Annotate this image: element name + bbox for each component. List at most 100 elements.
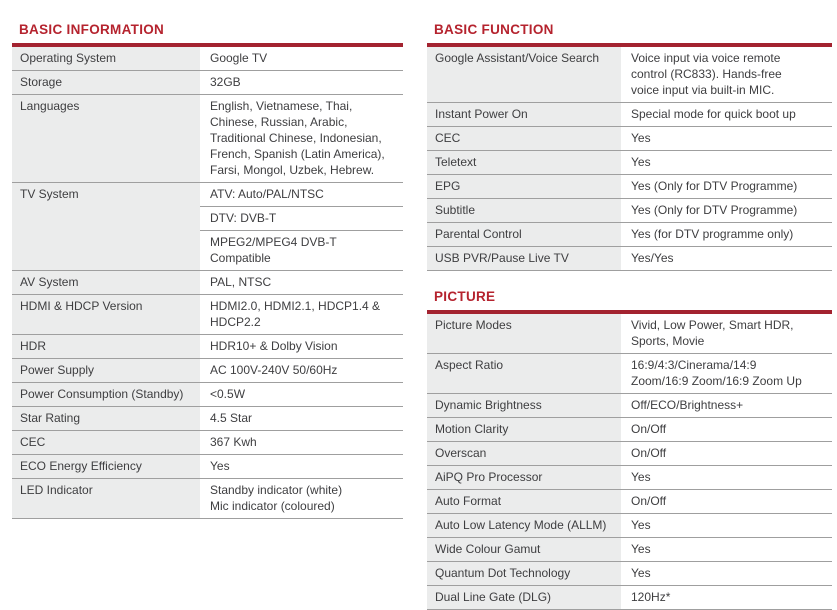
- spec-values: <0.5W: [200, 383, 403, 406]
- spec-label: Picture Modes: [427, 314, 621, 353]
- spec-value: Yes: [631, 131, 651, 145]
- spec-value: <0.5W: [210, 387, 246, 401]
- spec-label: Google Assistant/Voice Search: [427, 47, 621, 102]
- spec-row: Auto Format On/Off: [427, 490, 832, 514]
- spec-row: USB PVR/Pause Live TV Yes/Yes: [427, 247, 832, 271]
- spec-value: Yes/Yes: [631, 251, 674, 265]
- spec-values: Yes: [200, 455, 403, 478]
- spec-label: AiPQ Pro Processor: [427, 466, 621, 489]
- spec-values: Yes (for DTV programme only): [621, 223, 832, 246]
- spec-row: Star Rating 4.5 Star: [12, 407, 403, 431]
- spec-value: Google TV: [210, 51, 268, 65]
- spec-rows-basic-information: Operating System Google TV Storage 32GB Lang…: [12, 47, 403, 519]
- spec-label: Operating System: [12, 47, 200, 70]
- spec-values: 32GB: [200, 71, 403, 94]
- spec-values: ATV: Auto/PAL/NTSC DTV: DVB-T MPEG2/MPEG4 …: [200, 183, 403, 270]
- spec-values: Yes: [621, 151, 832, 174]
- spec-value: Yes (Only for DTV Programme): [631, 203, 798, 217]
- spec-label: Parental Control: [427, 223, 621, 246]
- spec-values: Yes (Only for DTV Programme): [621, 199, 832, 222]
- spec-values: Yes: [621, 538, 832, 561]
- spec-row: CEC Yes: [427, 127, 832, 151]
- spec-row: AiPQ Pro Processor Yes: [427, 466, 832, 490]
- spec-value: PAL, NTSC: [210, 275, 272, 289]
- spec-label: Wide Colour Gamut: [427, 538, 621, 561]
- spec-value: Yes: [631, 566, 651, 580]
- spec-label: CEC: [12, 431, 200, 454]
- spec-value: Vivid, Low Power, Smart HDR, Sports, Mov…: [631, 318, 794, 348]
- spec-value: On/Off: [631, 422, 667, 436]
- spec-label: Quantum Dot Technology: [427, 562, 621, 585]
- section-title-basic-information: BASIC INFORMATION: [19, 22, 165, 37]
- section-picture: PICTURE Picture Modes Vivid, Low Power, S…: [427, 289, 832, 610]
- spec-label: Instant Power On: [427, 103, 621, 126]
- spec-row: Picture Modes Vivid, Low Power, Smart HDR…: [427, 314, 832, 354]
- spec-row: Quantum Dot Technology Yes: [427, 562, 832, 586]
- spec-values: Special mode for quick boot up: [621, 103, 832, 126]
- spec-values: Google TV: [200, 47, 403, 70]
- spec-value: On/Off: [631, 494, 667, 508]
- spec-row: HDMI & HDCP Version HDMI2.0, HDMI2.1, HDC…: [12, 295, 403, 335]
- spec-rows-basic-function: Google Assistant/Voice Search Voice input…: [427, 47, 832, 271]
- spec-value: Standby indicator (white) Mic indicator …: [210, 483, 343, 513]
- spec-label: Dynamic Brightness: [427, 394, 621, 417]
- spec-row: Power Consumption (Standby) <0.5W: [12, 383, 403, 407]
- spec-value: Yes: [631, 470, 651, 484]
- spec-value: DTV: DVB-T: [200, 207, 403, 231]
- section-rule: [427, 43, 832, 47]
- spec-values: HDR10+ & Dolby Vision: [200, 335, 403, 358]
- section-rule: [12, 43, 403, 47]
- spec-value: HDR10+ & Dolby Vision: [210, 339, 338, 353]
- spec-label: Dual Line Gate (DLG): [427, 586, 621, 609]
- spec-values: AC 100V-240V 50/60Hz: [200, 359, 403, 382]
- spec-label: HDR: [12, 335, 200, 358]
- spec-row: Auto Low Latency Mode (ALLM) Yes: [427, 514, 832, 538]
- spec-row: Google Assistant/Voice Search Voice input…: [427, 47, 832, 103]
- spec-row: CEC 367 Kwh: [12, 431, 403, 455]
- spec-row: Power Supply AC 100V-240V 50/60Hz: [12, 359, 403, 383]
- spec-value: 4.5 Star: [210, 411, 253, 425]
- spec-values: Yes: [621, 514, 832, 537]
- spec-label: HDMI & HDCP Version: [12, 295, 200, 334]
- left-column: BASIC INFORMATION Operating System Google…: [12, 22, 403, 604]
- spec-values: Vivid, Low Power, Smart HDR, Sports, Mov…: [621, 314, 832, 353]
- spec-values: 4.5 Star: [200, 407, 403, 430]
- spec-row: Overscan On/Off: [427, 442, 832, 466]
- section-rule: [427, 310, 832, 314]
- spec-value: MPEG2/MPEG4 DVB-T Compatible: [210, 235, 337, 265]
- spec-values: PAL, NTSC: [200, 271, 403, 294]
- spec-values: Off/ECO/Brightness+: [621, 394, 832, 417]
- spec-values: Standby indicator (white) Mic indicator …: [200, 479, 403, 518]
- spec-label: Languages: [12, 95, 200, 182]
- spec-value: Special mode for quick boot up: [631, 107, 796, 121]
- spec-value: English, Vietnamese, Thai, Chinese, Russ…: [210, 99, 385, 177]
- spec-values: On/Off: [621, 442, 832, 465]
- spec-value: Yes: [631, 542, 651, 556]
- spec-values: On/Off: [621, 490, 832, 513]
- spec-value: HDMI2.0, HDMI2.1, HDCP1.4 & HDCP2.2: [210, 299, 381, 329]
- spec-row: Storage 32GB: [12, 71, 403, 95]
- spec-label: Power Supply: [12, 359, 200, 382]
- spec-row: Teletext Yes: [427, 151, 832, 175]
- spec-values: HDMI2.0, HDMI2.1, HDCP1.4 & HDCP2.2: [200, 295, 403, 334]
- spec-row: Wide Colour Gamut Yes: [427, 538, 832, 562]
- spec-row: EPG Yes (Only for DTV Programme): [427, 175, 832, 199]
- spec-value: 367 Kwh: [210, 435, 257, 449]
- spec-row: HDR HDR10+ & Dolby Vision: [12, 335, 403, 359]
- spec-row: LED Indicator Standby indicator (white) M…: [12, 479, 403, 519]
- spec-value: Yes: [631, 518, 651, 532]
- section-title-basic-function: BASIC FUNCTION: [434, 22, 554, 37]
- spec-values: Yes: [621, 127, 832, 150]
- spec-value: 32GB: [210, 75, 241, 89]
- spec-values: 16:9/4:3/Cinerama/14:9 Zoom/16:9 Zoom/16…: [621, 354, 832, 393]
- right-column: BASIC FUNCTION Google Assistant/Voice Se…: [427, 22, 832, 610]
- spec-row: Aspect Ratio 16:9/4:3/Cinerama/14:9 Zoom/…: [427, 354, 832, 394]
- section-title-picture: PICTURE: [434, 289, 496, 304]
- spec-value: Yes: [631, 155, 651, 169]
- spec-value: Yes (Only for DTV Programme): [631, 179, 798, 193]
- spec-label: USB PVR/Pause Live TV: [427, 247, 621, 270]
- spec-values: 120Hz*: [621, 586, 832, 609]
- spec-label: Storage: [12, 71, 200, 94]
- spec-row: Operating System Google TV: [12, 47, 403, 71]
